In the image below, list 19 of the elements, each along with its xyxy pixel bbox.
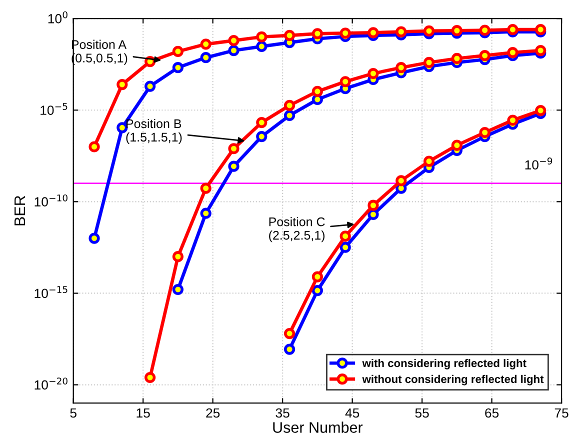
x-tick-label: 25 — [206, 408, 220, 418]
x-tick-label: 55 — [415, 408, 429, 418]
y-tick-label: 10$^{−10}$ — [34, 194, 68, 206]
y-tick-label: 10$^{−5}$ — [40, 103, 68, 115]
ref-line-label: 10$^{−9}$ — [525, 158, 552, 170]
y-tick-label: 10$^{0}$ — [48, 11, 68, 24]
x-tick-label: 5 — [70, 408, 76, 418]
y-axis-title: BER — [14, 196, 26, 226]
x-tick-label: 45 — [345, 408, 360, 418]
annotation: Position C (2.5,2.5,1) — [269, 217, 325, 242]
x-axis-title: User Number — [273, 422, 363, 433]
legend-label: with considering reflected light — [362, 358, 526, 370]
x-tick-label: 75 — [554, 408, 568, 418]
y-tick-label: 10$^{−20}$ — [34, 378, 68, 390]
legend-label: without considering reflected light — [362, 374, 544, 386]
x-tick-label: 65 — [485, 408, 499, 418]
y-tick-label: 10$^{−15}$ — [34, 286, 68, 298]
x-tick-label: 35 — [276, 408, 290, 418]
x-tick-label: 15 — [136, 408, 150, 418]
